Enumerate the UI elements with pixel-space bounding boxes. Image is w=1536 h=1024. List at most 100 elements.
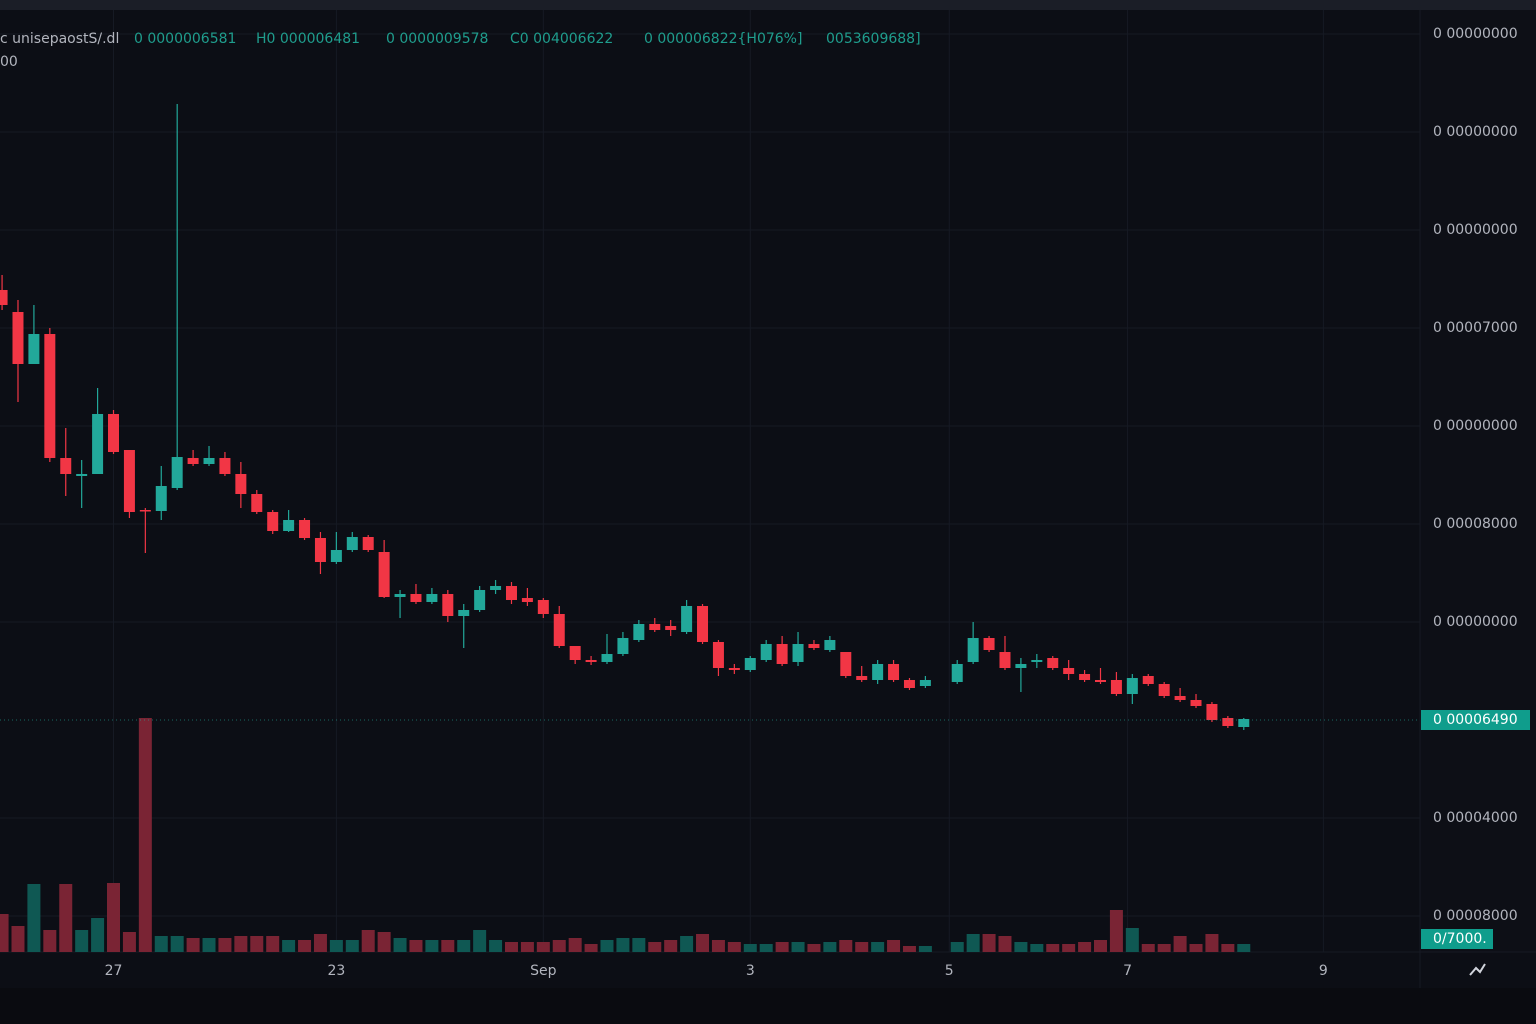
candle-body [394,594,406,597]
volume-bar [775,942,789,952]
volume-bar [1062,944,1076,952]
volume-bar [313,934,327,952]
candle-body [362,537,374,550]
ohlc-value: C0 004006622 [510,31,613,47]
candle-body [1079,674,1091,680]
y-tick-label: 0 00000000 [1433,614,1518,630]
volume-bar [536,942,550,952]
volume-bar [266,936,280,952]
candle-body [1095,680,1106,682]
candle-body [1206,704,1218,720]
candle-body [824,640,836,650]
volume-bar [1173,936,1187,952]
volume-bar [409,940,423,952]
candle-body [521,598,533,602]
volume-bar [489,940,503,952]
volume-bar [11,926,25,952]
volume-bar [234,936,248,952]
candle-body [92,414,104,474]
candle-body [1031,660,1043,662]
volume-bar [1157,944,1171,952]
candle-body [967,638,979,662]
label-layer: 0 0000006581 H0 000006481 0 0000009578 C0 0… [105,26,1530,979]
volume-bar [887,940,901,952]
y-tick-label: 0 00008000 [1433,516,1518,532]
volume-bar [616,938,630,952]
volume-bar [75,930,89,952]
volume-bar [298,940,312,952]
volume-bar [457,940,471,952]
volume-bar [473,930,487,952]
volume-bar [982,934,996,952]
subline: 00 [0,54,18,70]
candle-body [585,660,597,662]
candle-body [840,652,852,676]
candle-body [808,644,820,648]
volume-bar [186,938,200,952]
volume-bar [1221,944,1235,952]
candle-body [314,538,326,562]
candle-body [505,586,517,600]
volume-bar [1125,928,1139,952]
candle-body [490,586,502,590]
candle-body [171,457,183,488]
x-tick-label: 7 [1123,963,1132,979]
volume-bar [966,934,980,952]
candle-body [919,680,931,686]
candle-layer [0,104,1420,730]
candle-body [903,680,915,688]
candle-body [330,550,342,562]
price-axis-panel [1420,10,1536,952]
candle-body [219,458,231,474]
candle-body [108,414,120,452]
ohlc-value: 0 000006822{H076%] [644,31,802,47]
volume-bar [1046,944,1060,952]
volume-bar [711,940,725,952]
volume-bar [727,942,741,952]
footer [0,988,1536,1024]
volume-bar [839,940,853,952]
volume-bar [1141,944,1155,952]
y-tick-label: 0 00000000 [1433,26,1518,42]
candle-body [728,668,740,670]
candle-body [12,312,24,364]
volume-bar [902,946,916,952]
candle-body [0,290,8,305]
volume-bar [107,883,121,952]
candle-body [410,594,422,602]
volume-bar [59,884,73,952]
candle-body [283,520,295,531]
y-tick-label: 0 00000000 [1433,418,1518,434]
y-tick-label: 0 00008000 [1433,908,1518,924]
candle-body [537,600,549,614]
candle-body [776,644,788,664]
candle-body [155,486,167,511]
volume-bar [520,942,534,952]
volume-bar [441,940,455,952]
volume-bar [1189,944,1203,952]
volume-bar [393,938,407,952]
volume-bar [823,942,837,952]
candle-body [888,664,900,680]
candle-body [744,658,756,670]
volume-bar [27,884,41,952]
volume-bar [568,938,582,952]
candle-body [123,450,135,512]
volume-bar [680,936,694,952]
volume-bar [648,942,662,952]
volume-bar [1014,942,1028,952]
candle-body [1126,678,1138,694]
volume-bar [918,946,932,952]
candle-body [1063,668,1075,674]
volume-bar [122,932,136,952]
volume-bar [1030,944,1044,952]
x-tick-label: 5 [945,963,954,979]
x-tick-label: Sep [530,963,557,979]
candle-body [474,590,486,610]
volume-bar [552,940,566,952]
chart-icon[interactable] [1469,963,1486,976]
candle-body [665,626,677,630]
x-tick-label: 27 [105,963,123,979]
volume-bar [1094,940,1107,952]
